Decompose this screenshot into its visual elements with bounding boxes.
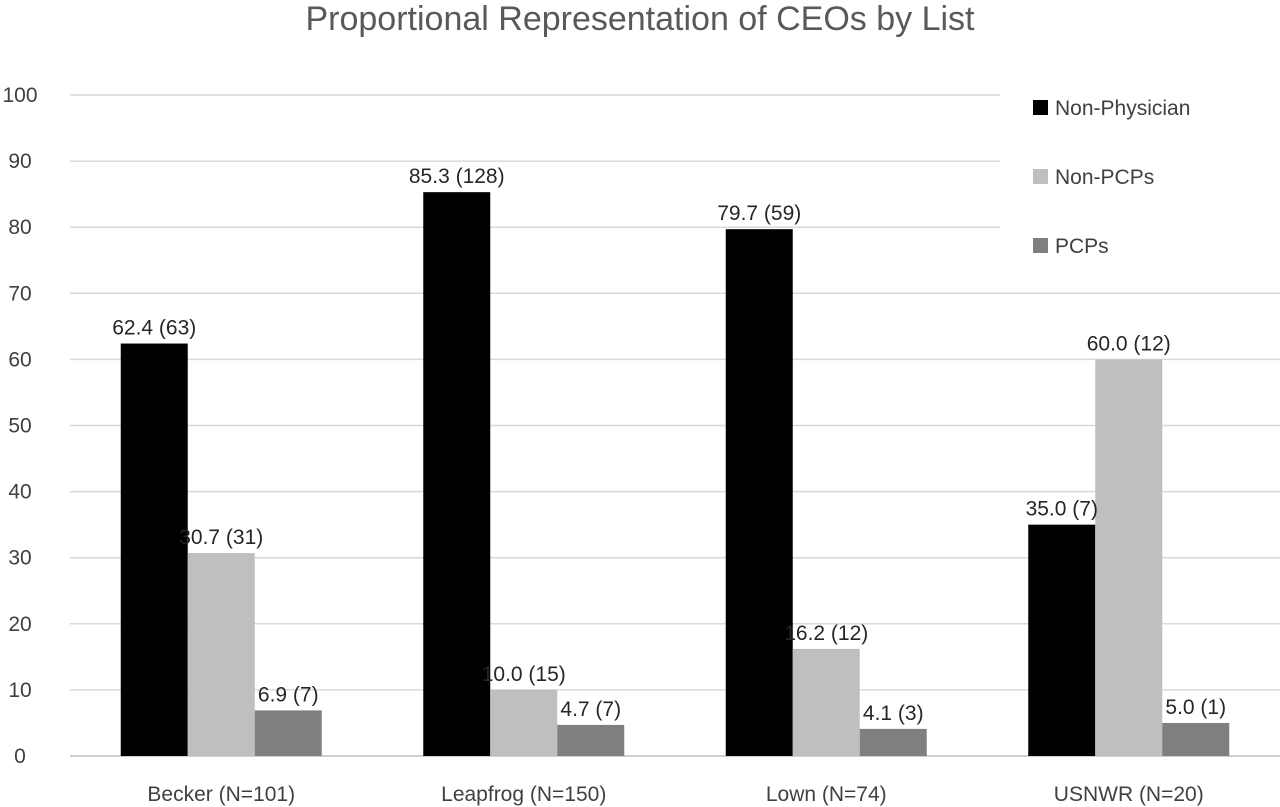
y-tick-label: 0 — [14, 745, 26, 768]
chart-title: Proportional Representation of CEOs by L… — [305, 0, 975, 38]
bars — [120, 192, 1230, 757]
legend-label: Non-PCPs — [1055, 166, 1154, 189]
data-labels: 62.4 (63) 30.7 (31) 6.9 (7) 85.3 (128) 10.0 … — [112, 165, 1226, 725]
legend-swatch — [1033, 100, 1048, 115]
bar-non-physician-2 — [423, 192, 491, 757]
y-tick-label: 50 — [8, 415, 31, 438]
y-tick-label: 80 — [8, 216, 31, 239]
bar-non-pcps-1 — [187, 553, 255, 756]
legend: Non-Physician Non-PCPs PCPs — [1033, 97, 1190, 258]
data-label: 4.1 (3) — [863, 702, 924, 725]
data-label: 10.0 (15) — [482, 663, 566, 686]
category-label: Leapfrog (N=150) — [441, 783, 606, 806]
bar-pcps-4 — [1162, 722, 1230, 756]
y-tick-label: 90 — [8, 150, 31, 173]
data-label: 30.7 (31) — [179, 526, 263, 549]
bar-pcps-2 — [557, 724, 625, 756]
bar-non-pcps-4 — [1095, 359, 1163, 756]
bar-pcps-3 — [859, 728, 927, 756]
bar-non-physician-4 — [1028, 524, 1096, 756]
y-tick-label: 10 — [8, 679, 31, 702]
legend-swatch — [1033, 238, 1048, 253]
bar-non-pcps-2 — [490, 689, 558, 756]
y-tick-label: 60 — [8, 348, 31, 371]
gridlines — [70, 94, 1280, 757]
data-label: 85.3 (128) — [409, 165, 505, 188]
y-axis-ticks: 0 10 20 30 40 50 60 70 80 90 100 — [2, 84, 37, 768]
legend-label: Non-Physician — [1055, 97, 1190, 120]
bar-non-pcps-3 — [792, 648, 860, 756]
category-label: USNWR (N=20) — [1054, 783, 1204, 806]
data-label: 62.4 (63) — [112, 317, 196, 340]
data-label: 5.0 (1) — [1165, 696, 1226, 719]
bar-pcps-1 — [254, 710, 322, 756]
category-label: Lown (N=74) — [766, 783, 887, 806]
data-label: 60.0 (12) — [1087, 332, 1171, 355]
data-label: 35.0 (7) — [1026, 498, 1098, 521]
data-label: 79.7 (59) — [717, 202, 801, 225]
legend-swatch — [1033, 169, 1048, 184]
x-axis-categories: Becker (N=101) Leapfrog (N=150) Lown (N=74… — [147, 783, 1203, 806]
bar-non-physician-1 — [120, 343, 188, 756]
y-tick-label: 40 — [8, 481, 31, 504]
y-tick-label: 30 — [8, 547, 31, 570]
y-tick-label: 70 — [8, 282, 31, 305]
bar-non-physician-3 — [725, 229, 793, 757]
legend-label: PCPs — [1055, 235, 1109, 258]
data-label: 6.9 (7) — [258, 683, 319, 706]
y-tick-label: 100 — [2, 84, 37, 107]
category-label: Becker (N=101) — [147, 783, 295, 806]
data-label: 4.7 (7) — [560, 698, 621, 721]
y-tick-label: 20 — [8, 613, 31, 636]
data-label: 16.2 (12) — [784, 622, 868, 645]
